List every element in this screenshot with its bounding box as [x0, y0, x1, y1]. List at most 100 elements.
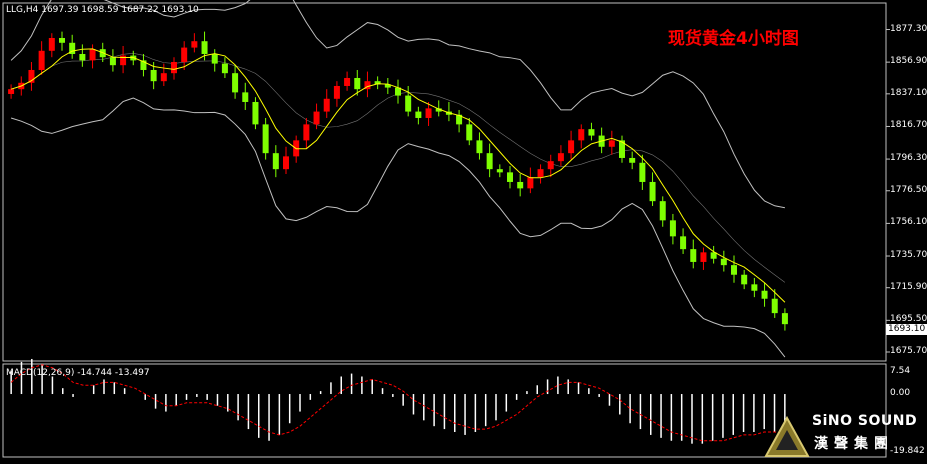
candle-body [659, 201, 666, 221]
candle-body [150, 69, 157, 82]
price-tick-label: 1756.10 [890, 217, 927, 228]
candle-body [435, 108, 442, 112]
candle-body [517, 181, 524, 189]
candle-body [649, 181, 656, 202]
candle-body [486, 153, 493, 170]
candle-body [191, 41, 198, 48]
candle-body [283, 156, 289, 170]
candle-body [710, 252, 717, 259]
candle-body [761, 290, 768, 299]
candle-body [232, 73, 239, 93]
bollinger-lower-line [10, 97, 786, 358]
brand-cn: 漢聲集團 [814, 436, 894, 452]
price-tick-label: 1715.90 [890, 281, 927, 292]
price-tick-label: 1816.70 [890, 120, 927, 131]
candle-body [507, 172, 513, 182]
candle-body [79, 53, 86, 61]
candle-body [8, 89, 15, 94]
candle-body [741, 274, 748, 285]
candle-body [59, 37, 65, 43]
candle-body [588, 129, 595, 136]
price-tick-label: 1695.50 [890, 314, 927, 325]
candle-body [181, 47, 188, 62]
brand-en: SiNO SOUND [812, 413, 918, 429]
candle-body [751, 284, 758, 291]
candle-body [629, 157, 636, 163]
candle-body [619, 140, 625, 158]
candle-body [323, 98, 330, 112]
candle-body [313, 111, 320, 125]
candle-body [547, 161, 554, 170]
candle-body [160, 73, 167, 82]
candle-body [374, 81, 381, 85]
candle-body [568, 140, 575, 154]
candle-body [395, 87, 401, 96]
candle-body [496, 169, 503, 173]
candle-body [425, 108, 432, 118]
candle-body [771, 298, 778, 314]
sino-sound-logo [762, 410, 927, 461]
macd-panel-frame [2, 363, 887, 458]
candle-body [466, 124, 473, 141]
candle-body [578, 129, 585, 141]
candle-body [557, 153, 564, 162]
price-tick-label: 1735.70 [890, 250, 927, 261]
price-tick-label: 1837.10 [890, 87, 927, 98]
price-tick-label: 1675.70 [890, 346, 927, 356]
candle-body [639, 162, 646, 182]
candle-body [120, 55, 127, 66]
macd-label: MACD(12,26,9) -14.744 -13.497 [6, 368, 150, 378]
candle-body [700, 252, 707, 262]
candle-body [262, 124, 269, 154]
candle-body [537, 169, 544, 178]
price-tick-label: 1877.30 [890, 23, 927, 34]
candle-body [171, 61, 177, 74]
candle-body [242, 92, 249, 102]
candle-body [201, 41, 208, 54]
candle-body [69, 42, 76, 54]
candle-body [527, 177, 534, 189]
macd-tick-label: -19.842 [890, 446, 925, 456]
candle-body [252, 101, 259, 125]
candle-body [364, 81, 371, 90]
candle-body [731, 265, 737, 275]
price-panel-frame [2, 2, 887, 362]
candle-body [354, 77, 361, 90]
moving-average-line [10, 48, 786, 303]
price-tick-label: 1856.90 [890, 56, 927, 67]
bollinger-upper-line [10, 0, 786, 209]
current-price-tag: 1693.10 [886, 324, 927, 335]
chart-title: 现货黄金4小时图 [668, 29, 799, 49]
macd-signal-line [10, 364, 785, 442]
candle-body [211, 53, 218, 64]
candle-body [272, 153, 279, 170]
candle-body [405, 95, 412, 112]
logo-emblem-icon [764, 415, 810, 457]
candle-body [28, 69, 35, 83]
candle-body [720, 258, 727, 266]
price-tick-label: 1796.30 [890, 153, 927, 164]
candle-body [476, 140, 483, 154]
candle-body [140, 60, 147, 70]
candle-body [48, 37, 55, 51]
candle-body [38, 50, 45, 70]
candle-body [221, 63, 228, 74]
candle-body [109, 57, 116, 66]
candle-body [344, 77, 351, 86]
candle-body [690, 249, 697, 262]
candle-body [781, 313, 788, 325]
candle-body [415, 111, 422, 118]
candle-body [333, 85, 340, 99]
candle-body [89, 49, 96, 61]
candle-body [303, 124, 310, 141]
symbol-info: LLG,H4 1697.39 1698.59 1687.22 1693.10 [6, 5, 199, 15]
candle-body [669, 220, 676, 237]
price-tick-label: 1776.50 [890, 184, 927, 195]
candle-body [456, 114, 463, 125]
candle-body [384, 84, 391, 88]
macd-tick-label: 7.54 [890, 366, 911, 376]
candle-body [680, 236, 687, 250]
macd-tick-label: 0.00 [890, 388, 911, 399]
candle-body [608, 140, 615, 147]
